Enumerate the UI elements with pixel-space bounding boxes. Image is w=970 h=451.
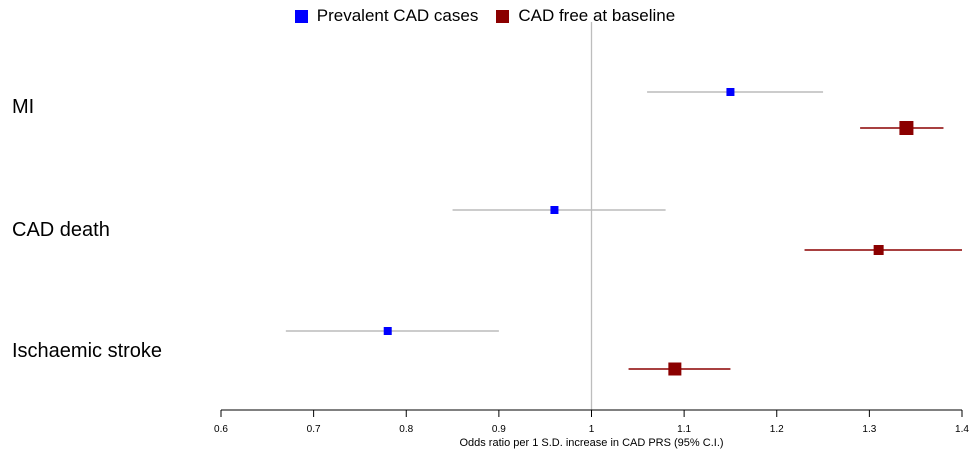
x-tick-label-6: 1.2 xyxy=(770,424,784,435)
legend-label-prevalent: Prevalent CAD cases xyxy=(316,6,479,25)
point-row1-s0 xyxy=(550,206,559,214)
legend-label-cad-free: CAD free at baseline xyxy=(518,6,676,25)
point-row1-s1 xyxy=(873,245,884,255)
row-label-mi: MI xyxy=(12,96,35,118)
x-tick-label-1: 0.7 xyxy=(307,424,321,435)
x-tick-label-5: 1.1 xyxy=(677,424,691,435)
x-axis-label: Odds ratio per 1 S.D. increase in CAD PR… xyxy=(459,437,723,449)
x-tick-label-0: 0.6 xyxy=(214,424,228,435)
x-tick-label-2: 0.8 xyxy=(399,424,413,435)
x-tick-label-8: 1.4 xyxy=(955,424,969,435)
point-row0-s1 xyxy=(899,121,914,135)
legend-item-cad-free: CAD free at baseline xyxy=(496,6,675,26)
x-tick-label-4: 1 xyxy=(589,424,595,435)
row-label-cad-death: CAD death xyxy=(12,219,110,241)
legend: Prevalent CAD cases CAD free at baseline xyxy=(0,6,970,26)
x-tick-label-7: 1.3 xyxy=(862,424,876,435)
x-tick-label-3: 0.9 xyxy=(492,424,506,435)
row-label-ischaemic-stroke: Ischaemic stroke xyxy=(12,340,163,362)
legend-swatch-cad-free xyxy=(496,9,510,23)
point-row2-s1 xyxy=(668,362,682,376)
point-row2-s0 xyxy=(383,327,392,335)
point-row0-s0 xyxy=(726,88,735,96)
legend-swatch-prevalent xyxy=(294,9,308,23)
legend-item-prevalent: Prevalent CAD cases xyxy=(294,6,479,26)
